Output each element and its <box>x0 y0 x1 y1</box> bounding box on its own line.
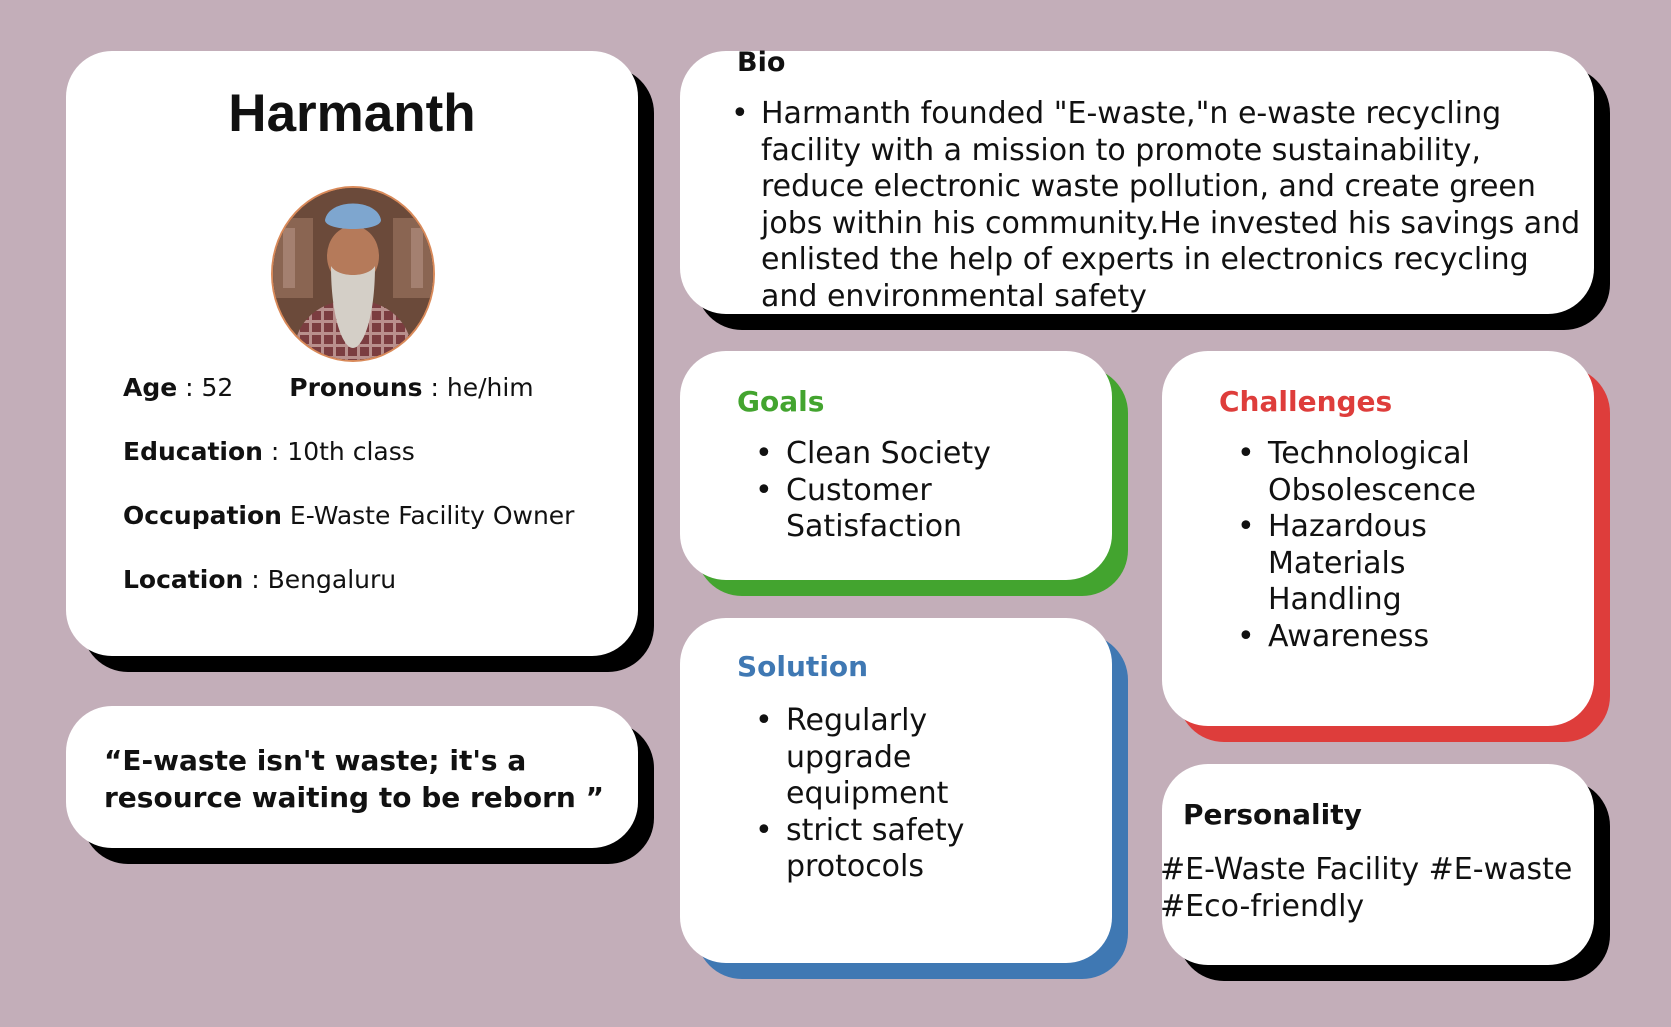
bio-title: Bio <box>737 47 786 78</box>
bio-line: jobs within his community.He invested hi… <box>761 205 1581 241</box>
bio-line: reduce electronic waste pollution, and c… <box>761 169 1536 204</box>
bio-bullet: • <box>731 96 749 131</box>
age-value: 52 <box>201 373 234 402</box>
quote-line-2: resource waiting to be reborn ” <box>104 781 604 814</box>
personality-tags: #E-Waste Facility #E-waste #Eco-friendly <box>1160 852 1572 925</box>
age-label: Age <box>123 373 178 402</box>
bio-line: and environmental safety <box>761 278 1147 314</box>
solution-item-line: Regularly <box>786 703 928 738</box>
location-row: Location : Bengaluru <box>123 565 396 594</box>
challenges-item-line: Technological <box>1268 436 1470 471</box>
personality-title: Personality <box>1183 798 1362 831</box>
bullet-icon: • <box>755 472 773 508</box>
challenges-card-body: Challenges • Technological Obsolescence • H… <box>1162 351 1594 726</box>
quote-card-body: “E-waste isn't waste; it's a resource wa… <box>66 706 638 848</box>
occupation-row: Occupation E-Waste Facility Owner <box>123 501 574 530</box>
solution-item-line: protocols <box>786 849 925 884</box>
bio-line: enlisted the help of experts in electron… <box>761 242 1529 277</box>
goals-list: • Clean Society • Customer Satisfaction <box>755 436 991 546</box>
bullet-icon: • <box>1237 509 1255 544</box>
occupation-label: Occupation <box>123 501 282 530</box>
challenges-item-line: Obsolescence <box>1268 472 1476 508</box>
challenges-card: Challenges • Technological Obsolescence • H… <box>1162 351 1610 742</box>
solution-item-line: strict safety <box>786 812 965 848</box>
profile-photo <box>271 186 435 362</box>
list-item: • Technological Obsolescence <box>1237 436 1476 509</box>
education-row: Education : 10th class <box>123 437 415 466</box>
solution-item-line: upgrade <box>786 739 912 775</box>
education-separator: : <box>262 437 288 466</box>
pronouns-separator: : <box>422 373 447 402</box>
challenges-item-line: Materials <box>1268 545 1406 581</box>
quote-line-1: “E-waste isn't waste; it's a <box>104 744 527 777</box>
pronouns-value: he/him <box>446 373 534 402</box>
bullet-icon: • <box>755 812 773 848</box>
bio-card-body: Bio • Harmanth founded "E-waste,"n e-was… <box>680 47 1594 314</box>
pronouns-label: Pronouns <box>289 373 423 402</box>
location-value: Bengaluru <box>267 565 397 594</box>
profile-name: Harmanth <box>228 84 476 143</box>
education-value: 10th class <box>287 437 415 466</box>
personality-tags-line-2: #Eco-friendly <box>1160 888 1365 924</box>
list-item: • Regularly upgrade equipment <box>755 703 964 813</box>
solution-card-body: Solution • Regularly upgrade equipment • str… <box>680 618 1112 963</box>
bio-card: Bio • Harmanth founded "E-waste,"n e-was… <box>680 47 1610 330</box>
personality-card: Personality #E-Waste Facility #E-waste #… <box>1160 764 1610 981</box>
goals-item-line: Clean Society <box>786 436 991 471</box>
profile-card: Harmanth <box>66 51 654 672</box>
list-item: • Hazardous Materials Handling <box>1237 509 1476 619</box>
bullet-icon: • <box>1237 436 1255 471</box>
goals-title: Goals <box>737 385 825 418</box>
bio-line: facility with a mission to promote susta… <box>761 132 1481 168</box>
list-item: • strict safety protocols <box>755 813 964 886</box>
location-label: Location <box>123 565 244 594</box>
goals-card-body: Goals • Clean Society • Customer Satisfacti… <box>680 351 1112 580</box>
solution-title: Solution <box>737 650 869 683</box>
goals-card: Goals • Clean Society • Customer Satisfacti… <box>680 351 1128 596</box>
challenges-item-line: Awareness <box>1268 618 1430 654</box>
solution-card: Solution • Regularly upgrade equipment • str… <box>680 618 1128 979</box>
list-item: • Customer Satisfaction <box>755 473 991 546</box>
list-item: • Awareness <box>1237 619 1476 656</box>
bio-line: Harmanth founded "E-waste,"n e-waste rec… <box>761 96 1502 131</box>
quote-text: “E-waste isn't waste; it's a resource wa… <box>104 742 604 816</box>
bullet-icon: • <box>755 436 773 471</box>
personality-tags-line-1: #E-Waste Facility #E-waste <box>1160 852 1573 887</box>
quote-card: “E-waste isn't waste; it's a resource wa… <box>66 706 654 864</box>
goals-item-line: Satisfaction <box>786 509 963 544</box>
list-item: • Clean Society <box>755 436 991 473</box>
challenges-item-line: Hazardous <box>1268 509 1427 544</box>
bullet-icon: • <box>1237 618 1255 654</box>
location-separator: : <box>243 565 268 594</box>
challenges-list: • Technological Obsolescence • Hazardous Mat… <box>1237 436 1476 655</box>
avatar-illustration <box>273 188 433 360</box>
goals-item-line: Customer <box>786 472 932 508</box>
profile-card-body: Harmanth <box>66 51 638 656</box>
challenges-item-line: Handling <box>1268 582 1402 617</box>
bullet-icon: • <box>755 703 773 738</box>
education-label: Education <box>123 437 263 466</box>
solution-list: • Regularly upgrade equipment • strict safet… <box>755 703 964 886</box>
solution-item-line: equipment <box>786 776 949 811</box>
personality-card-body: Personality #E-Waste Facility #E-waste #… <box>1160 764 1594 965</box>
occupation-value: E-Waste Facility Owner <box>289 501 575 530</box>
age-pronouns-row: Age : 52 Pronouns : he/him <box>123 373 534 402</box>
age-separator: : <box>177 373 202 402</box>
challenges-title: Challenges <box>1219 385 1393 418</box>
